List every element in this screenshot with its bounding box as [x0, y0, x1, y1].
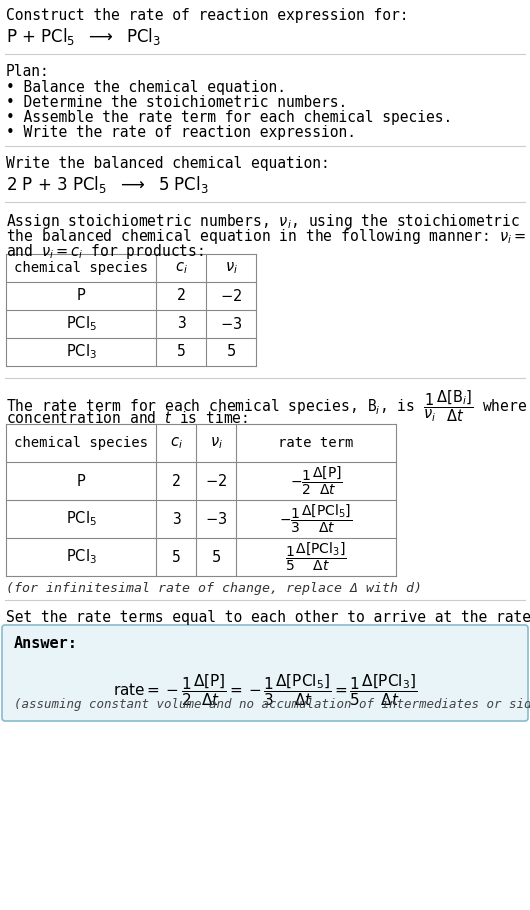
Text: 2: 2 [172, 473, 180, 489]
Text: $\nu_i$: $\nu_i$ [225, 260, 237, 276]
Text: 2: 2 [176, 288, 186, 304]
Text: Plan:: Plan: [6, 64, 50, 79]
Text: $-2$: $-2$ [205, 473, 227, 489]
Text: $\mathrm{rate} = -\dfrac{1}{2}\dfrac{\Delta[\mathrm{P}]}{\Delta t} = -\dfrac{1}{: $\mathrm{rate} = -\dfrac{1}{2}\dfrac{\De… [113, 672, 417, 708]
Text: $-3$: $-3$ [220, 316, 242, 332]
Text: PCl$_3$: PCl$_3$ [66, 343, 96, 361]
Text: Construct the rate of reaction expression for:: Construct the rate of reaction expressio… [6, 8, 409, 23]
Text: (assuming constant volume and no accumulation of intermediates or side products): (assuming constant volume and no accumul… [14, 698, 530, 711]
Text: $\nu_i$: $\nu_i$ [209, 435, 223, 450]
Text: Assign stoichiometric numbers, $\nu_i$, using the stoichiometric coefficients, $: Assign stoichiometric numbers, $\nu_i$, … [6, 212, 530, 231]
Text: P + PCl$_5$  $\longrightarrow$  PCl$_3$: P + PCl$_5$ $\longrightarrow$ PCl$_3$ [6, 26, 161, 47]
Text: PCl$_5$: PCl$_5$ [66, 315, 96, 333]
Text: The rate term for each chemical species, B$_i$, is $\dfrac{1}{\nu_i}\dfrac{\Delt: The rate term for each chemical species,… [6, 388, 530, 423]
Text: • Balance the chemical equation.: • Balance the chemical equation. [6, 80, 286, 95]
Text: PCl$_3$: PCl$_3$ [66, 548, 96, 566]
Text: 5: 5 [176, 345, 186, 359]
Text: 5: 5 [226, 345, 236, 359]
Text: 5: 5 [211, 550, 220, 564]
Text: PCl$_5$: PCl$_5$ [66, 510, 96, 529]
Text: $\dfrac{1}{5}\dfrac{\Delta[\mathrm{PCl_3}]}{\Delta t}$: $\dfrac{1}{5}\dfrac{\Delta[\mathrm{PCl_3… [285, 541, 347, 573]
Text: P: P [77, 288, 85, 304]
Text: P: P [77, 473, 85, 489]
Text: $-\dfrac{1}{3}\dfrac{\Delta[\mathrm{PCl_5}]}{\Delta t}$: $-\dfrac{1}{3}\dfrac{\Delta[\mathrm{PCl_… [279, 503, 352, 535]
Text: rate term: rate term [278, 436, 354, 450]
Text: • Determine the stoichiometric numbers.: • Determine the stoichiometric numbers. [6, 95, 347, 110]
Text: (for infinitesimal rate of change, replace Δ with d): (for infinitesimal rate of change, repla… [6, 582, 422, 595]
Text: 3: 3 [172, 511, 180, 527]
Text: $-3$: $-3$ [205, 511, 227, 527]
Text: concentration and $t$ is time:: concentration and $t$ is time: [6, 410, 248, 426]
Text: and $\nu_i = c_i$ for products:: and $\nu_i = c_i$ for products: [6, 242, 204, 261]
Text: Write the balanced chemical equation:: Write the balanced chemical equation: [6, 156, 330, 171]
Text: 2 P + 3 PCl$_5$  $\longrightarrow$  5 PCl$_3$: 2 P + 3 PCl$_5$ $\longrightarrow$ 5 PCl$… [6, 174, 209, 195]
Text: the balanced chemical equation in the following manner: $\nu_i = -c_i$ for react: the balanced chemical equation in the fo… [6, 227, 530, 246]
FancyBboxPatch shape [2, 625, 528, 721]
Text: 3: 3 [176, 317, 186, 331]
Text: $c_i$: $c_i$ [174, 260, 188, 276]
Text: Set the rate terms equal to each other to arrive at the rate expression:: Set the rate terms equal to each other t… [6, 610, 530, 625]
Text: $-\dfrac{1}{2}\dfrac{\Delta[\mathrm{P}]}{\Delta t}$: $-\dfrac{1}{2}\dfrac{\Delta[\mathrm{P}]}… [289, 465, 342, 497]
Text: • Assemble the rate term for each chemical species.: • Assemble the rate term for each chemic… [6, 110, 452, 125]
Text: • Write the rate of reaction expression.: • Write the rate of reaction expression. [6, 125, 356, 140]
Text: $c_i$: $c_i$ [170, 435, 182, 450]
Text: 5: 5 [172, 550, 180, 564]
Text: chemical species: chemical species [14, 261, 148, 275]
Text: chemical species: chemical species [14, 436, 148, 450]
Text: $-2$: $-2$ [220, 288, 242, 304]
Text: Answer:: Answer: [14, 636, 78, 651]
